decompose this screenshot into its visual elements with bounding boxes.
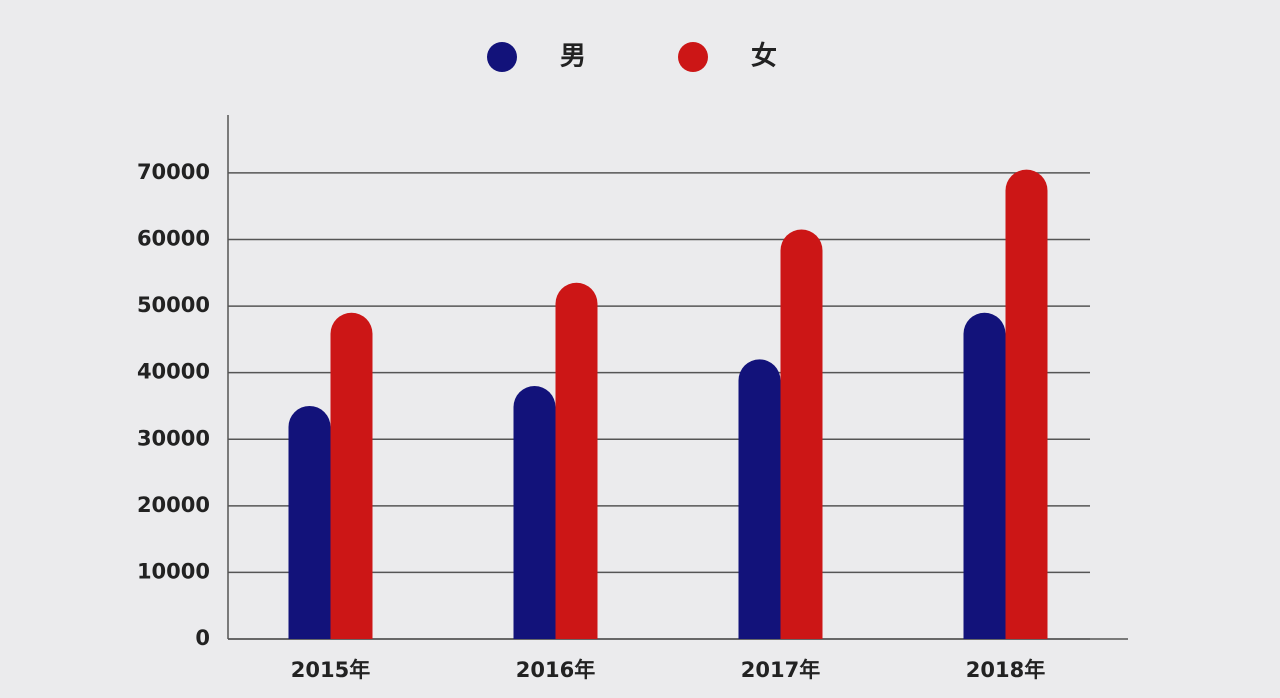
y-tick-label: 20000 [137,493,210,517]
legend-marker [487,42,517,72]
y-tick-label: 30000 [137,426,210,450]
legend-label: 女 [751,41,777,72]
y-tick-label: 40000 [137,360,210,384]
y-tick-label: 10000 [137,559,210,583]
legend-marker [678,42,708,72]
x-tick-label: 2016年 [516,658,595,682]
bar [780,229,823,639]
bar [288,405,331,639]
y-tick-label: 0 [195,626,210,650]
bar [513,385,556,639]
x-tick-label: 2018年 [966,658,1045,682]
bar [330,312,373,639]
bar [963,312,1006,639]
y-tick-label: 70000 [137,160,210,184]
y-tick-label: 60000 [137,227,210,251]
legend-label: 男 [560,42,586,72]
bar [738,359,781,639]
bar [555,282,598,639]
x-tick-label: 2015年 [291,658,370,682]
bar [1005,169,1048,639]
y-tick-label: 50000 [137,293,210,317]
x-tick-label: 2017年 [741,658,820,682]
